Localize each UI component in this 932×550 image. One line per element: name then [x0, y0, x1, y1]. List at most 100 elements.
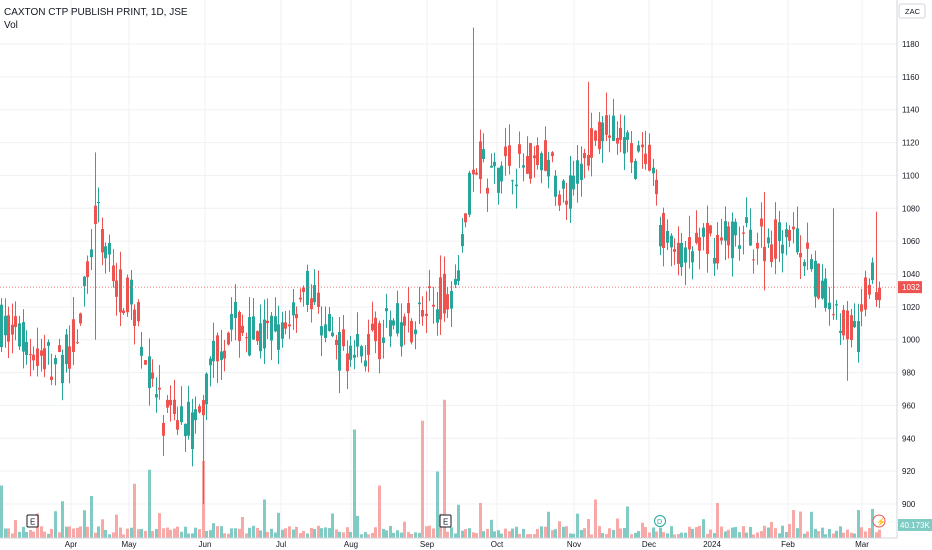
- candle-body: [259, 323, 262, 352]
- volume-bar: [616, 518, 619, 538]
- volume-bar: [630, 534, 633, 538]
- volume-bar: [230, 528, 233, 538]
- candle-body: [493, 161, 496, 167]
- volume-bar: [842, 532, 845, 538]
- currency-button[interactable]: [898, 3, 926, 19]
- volume-bars: [0, 399, 881, 538]
- volume-bar: [666, 533, 669, 538]
- candle-body: [446, 294, 449, 310]
- volume-bar: [432, 528, 435, 538]
- volume-bar: [824, 534, 827, 538]
- volume-bar: [482, 531, 485, 538]
- candle-body: [209, 358, 212, 366]
- candle-body: [738, 245, 741, 249]
- candle-body: [342, 329, 345, 347]
- price-tick-label: 1180: [902, 40, 920, 49]
- candle-body: [76, 342, 79, 344]
- volume-bar: [515, 526, 518, 538]
- candle-body: [536, 145, 539, 165]
- volume-bar: [32, 531, 35, 538]
- candle-body: [191, 412, 194, 450]
- candle-body: [518, 144, 521, 154]
- candle-body: [162, 422, 165, 436]
- candle-body: [407, 302, 410, 314]
- candle-body: [166, 399, 169, 408]
- volume-indicator-label[interactable]: Vol: [4, 20, 18, 31]
- volume-bar: [702, 519, 705, 538]
- volume-bar: [706, 533, 709, 538]
- earnings-marker[interactable]: [26, 514, 39, 528]
- candle-body: [151, 372, 154, 379]
- volume-bar: [58, 532, 61, 538]
- candle-body: [277, 324, 280, 350]
- candle-body: [878, 287, 881, 301]
- candle-body: [317, 292, 320, 308]
- volume-bar: [284, 528, 287, 538]
- volume-bar: [511, 528, 514, 538]
- candle-body: [256, 331, 259, 342]
- time-tick-label: Nov: [567, 540, 581, 549]
- volume-bar: [148, 469, 151, 538]
- volume-bar: [878, 529, 881, 538]
- candle-body: [641, 144, 644, 148]
- candle-body: [821, 280, 824, 299]
- split-marker[interactable]: [872, 514, 886, 528]
- price-axis[interactable]: [897, 0, 932, 550]
- dividend-marker[interactable]: [654, 515, 666, 527]
- candle-body: [580, 163, 583, 180]
- candle-body: [410, 320, 413, 343]
- candle-body: [439, 277, 442, 320]
- candle-body: [364, 360, 367, 367]
- volume-bar: [7, 528, 10, 538]
- candle-body: [54, 358, 57, 365]
- volume-bar: [238, 528, 241, 538]
- volume-bar: [598, 526, 601, 538]
- candle-body: [4, 315, 7, 336]
- candle-body: [828, 302, 831, 310]
- volume-bar: [310, 527, 313, 538]
- candle-body: [40, 350, 43, 356]
- volume-bar: [713, 533, 716, 538]
- volume-bar: [565, 526, 568, 538]
- earnings-marker[interactable]: [439, 514, 452, 528]
- candle-body: [284, 322, 287, 329]
- candle-body: [590, 128, 593, 158]
- candle-body: [745, 217, 748, 224]
- time-tick-label: May: [121, 540, 136, 549]
- candle-body: [486, 187, 489, 194]
- volume-bar: [734, 526, 737, 538]
- candle-body: [569, 175, 572, 209]
- candle-body: [835, 304, 838, 306]
- candle-body: [58, 345, 61, 352]
- candle-body: [205, 373, 208, 405]
- volume-bar: [299, 533, 302, 538]
- candle-body: [133, 309, 136, 326]
- candle-body: [436, 309, 439, 323]
- candle-body: [529, 143, 532, 179]
- volume-bar: [533, 534, 536, 538]
- volume-bar: [716, 503, 719, 538]
- candle-body: [83, 276, 86, 287]
- volume-bar: [695, 527, 698, 538]
- volume-bar: [266, 532, 269, 538]
- symbol-title[interactable]: CAXTON CTP PUBLISH PRINT, 1D, JSE: [4, 7, 188, 18]
- volume-bar: [464, 529, 467, 538]
- candle-body: [868, 284, 871, 295]
- candle-body: [742, 232, 745, 234]
- time-tick-label: Mar: [855, 540, 869, 549]
- candle-body: [731, 221, 734, 259]
- volume-bar: [364, 532, 367, 538]
- time-tick-label: Jun: [199, 540, 212, 549]
- candle-body: [572, 175, 575, 190]
- volume-bar: [385, 530, 388, 538]
- volume-bar: [335, 529, 338, 538]
- volume-bar: [338, 531, 341, 538]
- volume-bar: [583, 528, 586, 538]
- candle-body: [774, 219, 777, 259]
- candle-body: [119, 269, 122, 313]
- candle-body: [212, 340, 215, 362]
- volume-bar: [137, 529, 140, 538]
- volume-bar: [580, 530, 583, 538]
- volume-bar: [727, 529, 730, 538]
